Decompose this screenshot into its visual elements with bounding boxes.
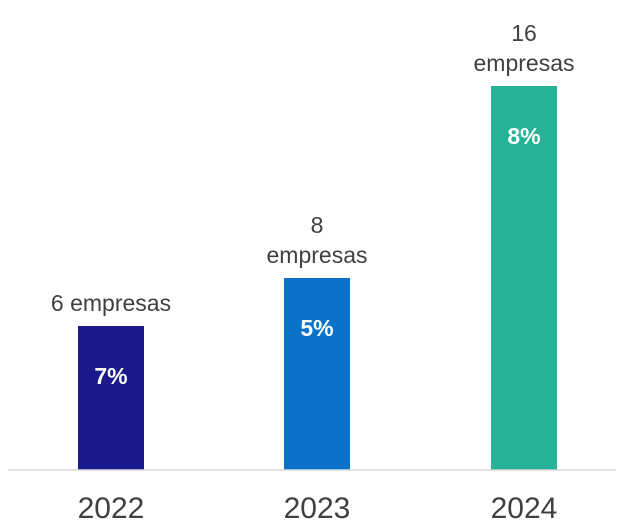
bar-top-label-2024-line-1: 16 bbox=[511, 20, 537, 46]
bar-inner-label-2023: 5% bbox=[300, 315, 333, 341]
bar-top-label-2023-line-1: 8 bbox=[311, 212, 324, 238]
bar-inner-label-2022: 7% bbox=[94, 363, 127, 389]
x-tick-label-2024: 2024 bbox=[491, 492, 558, 524]
x-tick-label-2023: 2023 bbox=[284, 492, 351, 524]
x-tick-label-2022: 2022 bbox=[78, 492, 145, 524]
bar-2024 bbox=[491, 86, 557, 470]
bar-top-label-2023-line-2: empresas bbox=[267, 242, 368, 268]
bar-top-label-2024-line-2: empresas bbox=[474, 50, 575, 76]
bar-inner-label-2024: 8% bbox=[507, 123, 540, 149]
bar-top-label-2022-line-1: 6 empresas bbox=[51, 290, 171, 316]
bars-layer bbox=[78, 86, 557, 470]
labels-layer: 7% 6 empresas 2022 5% 8 empresas 2023 8% 16 empre… bbox=[51, 20, 575, 524]
bar-2023 bbox=[284, 278, 350, 470]
bar-2022 bbox=[78, 326, 144, 470]
